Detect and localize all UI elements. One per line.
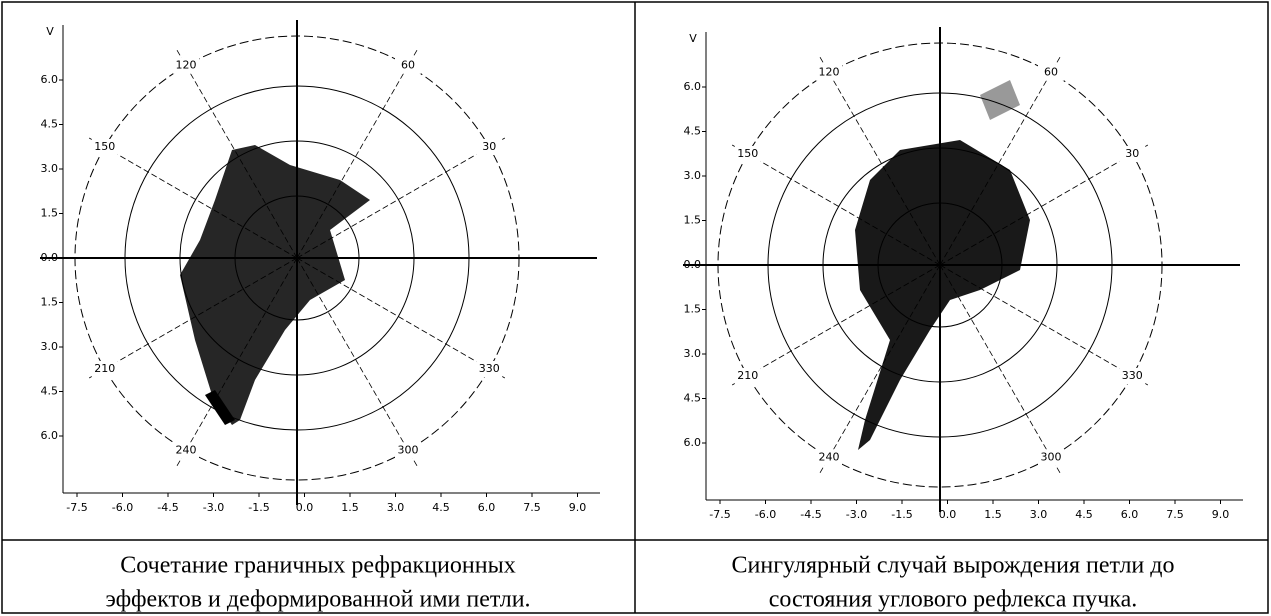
angle-label: 150 <box>94 140 115 153</box>
y-tick-label: 6.0 <box>684 80 702 93</box>
caption-line: Сочетание граничных рефракционных <box>120 553 515 579</box>
x-tick-label: -1.5 <box>248 501 269 514</box>
angle-label: 60 <box>401 59 415 72</box>
x-tick-label: 3.0 <box>387 501 405 514</box>
angle-label: 210 <box>94 362 115 375</box>
angle-label: 240 <box>819 450 840 463</box>
caption-line: Сингулярный случай вырождения петли до <box>732 553 1175 579</box>
x-tick-label: -7.5 <box>709 508 730 521</box>
radial-line <box>297 50 417 258</box>
caption-line: эффектов и деформированной ими петли. <box>105 587 530 613</box>
angle-label: 300 <box>1041 450 1062 463</box>
y-tick-label: 6.0 <box>684 436 702 449</box>
x-tick-label: -4.5 <box>800 508 821 521</box>
caption-line: состояния углового рефлекса пучка. <box>769 587 1137 613</box>
x-tick-label: -6.0 <box>755 508 776 521</box>
x-tick-label: 1.5 <box>341 501 359 514</box>
y-tick-label: 1.5 <box>684 214 702 227</box>
x-tick-label: 6.0 <box>1121 508 1139 521</box>
x-tick-label: -4.5 <box>157 501 178 514</box>
y-tick-label: 4.5 <box>684 392 702 405</box>
y-tick-label: 4.5 <box>41 385 59 398</box>
y-tick-label: 3.0 <box>41 340 59 353</box>
angle-label: 30 <box>482 140 496 153</box>
angle-label: 300 <box>398 443 419 456</box>
y-tick-label: 1.5 <box>41 296 59 309</box>
y-tick-label: 1.5 <box>41 207 59 220</box>
x-tick-label: -3.0 <box>846 508 867 521</box>
x-tick-label: 6.0 <box>478 501 496 514</box>
x-tick-label: -6.0 <box>112 501 133 514</box>
y-tick-label: 3.0 <box>41 162 59 175</box>
y-tick-label: 4.5 <box>684 125 702 138</box>
x-tick-label: 3.0 <box>1030 508 1048 521</box>
radial-line <box>940 265 1060 473</box>
angle-label: 240 <box>176 443 197 456</box>
angle-label: 60 <box>1044 66 1058 79</box>
angle-label: 330 <box>479 362 500 375</box>
y-tick-label: 3.0 <box>684 347 702 360</box>
x-tick-label: 9.0 <box>1212 508 1230 521</box>
y-tick-label: 0.0 <box>41 251 59 264</box>
x-tick-label: 4.5 <box>1075 508 1093 521</box>
angle-label: 330 <box>1122 369 1143 382</box>
x-tick-label: 1.5 <box>984 508 1002 521</box>
x-tick-label: 0.0 <box>939 508 957 521</box>
y-tick-label: 4.5 <box>41 118 59 131</box>
angle-label: 120 <box>819 66 840 79</box>
y-tick-label: 1.5 <box>684 303 702 316</box>
x-tick-label: -7.5 <box>66 501 87 514</box>
radial-line <box>297 258 505 378</box>
x-tick-label: 0.0 <box>296 501 314 514</box>
x-tick-label: -1.5 <box>891 508 912 521</box>
axis-label: V <box>46 25 54 38</box>
document: 120 60 150 30 210 330 240 300 V 6.0 4.5 3.0 1.5 0.0 1.… <box>0 0 1271 616</box>
angle-label: 120 <box>176 59 197 72</box>
x-tick-label: 7.5 <box>1166 508 1184 521</box>
angle-label: 150 <box>737 147 758 160</box>
y-tick-label: 0.0 <box>684 258 702 271</box>
angle-label: 210 <box>737 369 758 382</box>
y-tick-label: 6.0 <box>41 429 59 442</box>
angle-label: 30 <box>1125 147 1139 160</box>
x-tick-label: 9.0 <box>569 501 587 514</box>
y-tick-label: 6.0 <box>41 73 59 86</box>
axis-label: V <box>689 32 697 45</box>
x-tick-label: 7.5 <box>523 501 541 514</box>
radial-line <box>297 258 417 466</box>
x-tick-label: 4.5 <box>432 501 450 514</box>
y-tick-label: 3.0 <box>684 169 702 182</box>
x-tick-label: -3.0 <box>203 501 224 514</box>
